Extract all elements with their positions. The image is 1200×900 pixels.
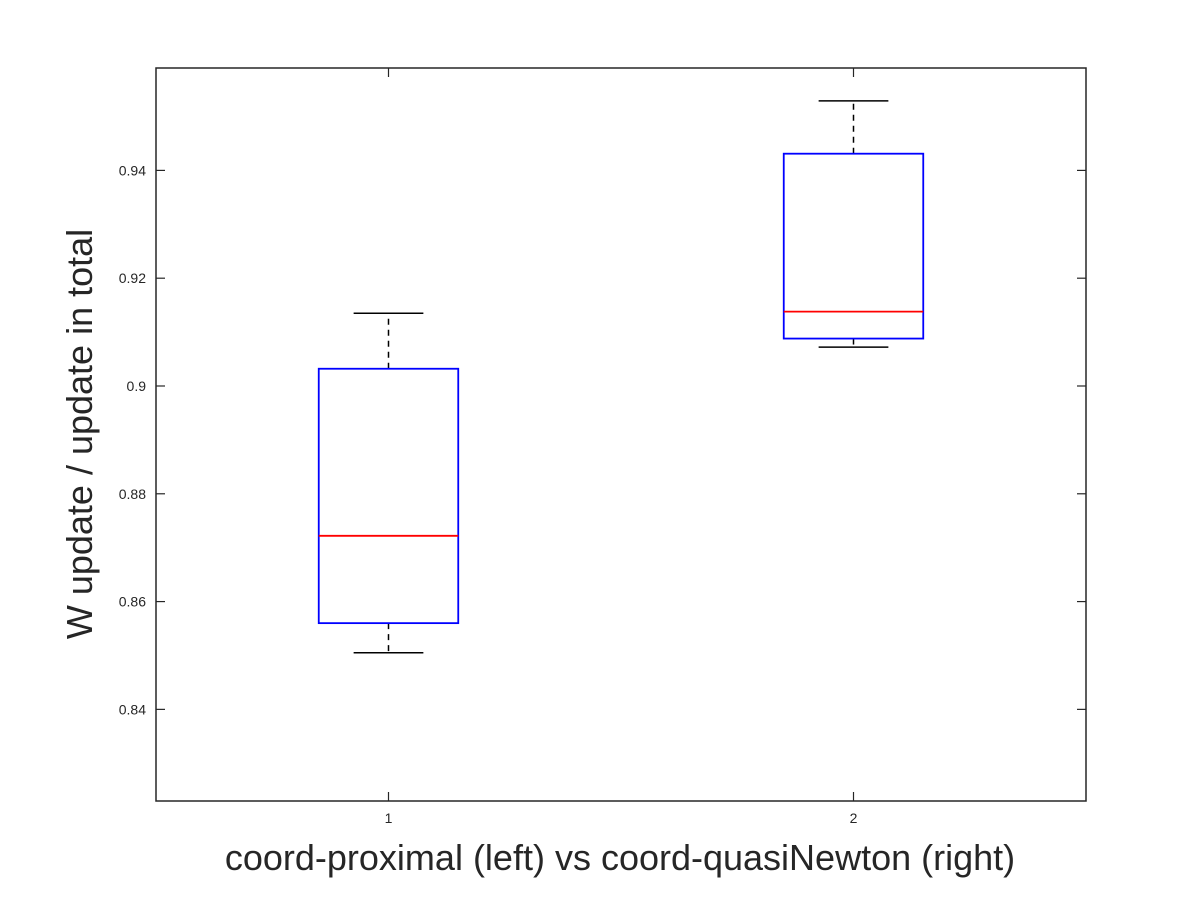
y-tick-label: 0.86 (119, 594, 146, 610)
plot-marks (317, 100, 925, 654)
x-axis-label: coord-proximal (left) vs coord-quasiNewt… (225, 837, 1015, 878)
y-tick-label: 0.88 (119, 486, 146, 502)
y-tick-label: 0.92 (119, 270, 146, 286)
x-tick-label: 2 (850, 810, 858, 826)
y-tick-label: 0.84 (119, 701, 146, 717)
box-2 (782, 100, 925, 348)
y-tick-label: 0.9 (127, 378, 147, 394)
box-1 (317, 312, 460, 654)
x-tick-label: 1 (385, 810, 393, 826)
y-tick-label: 0.94 (119, 162, 146, 178)
iqr-box (782, 152, 925, 340)
axes-frame (155, 67, 1087, 802)
iqr-box (317, 367, 460, 625)
axes: 0.84 0.86 0.88 0.9 0.92 0.94 1 2 (119, 67, 1087, 826)
y-axis-label: W update / update in total (59, 229, 100, 639)
